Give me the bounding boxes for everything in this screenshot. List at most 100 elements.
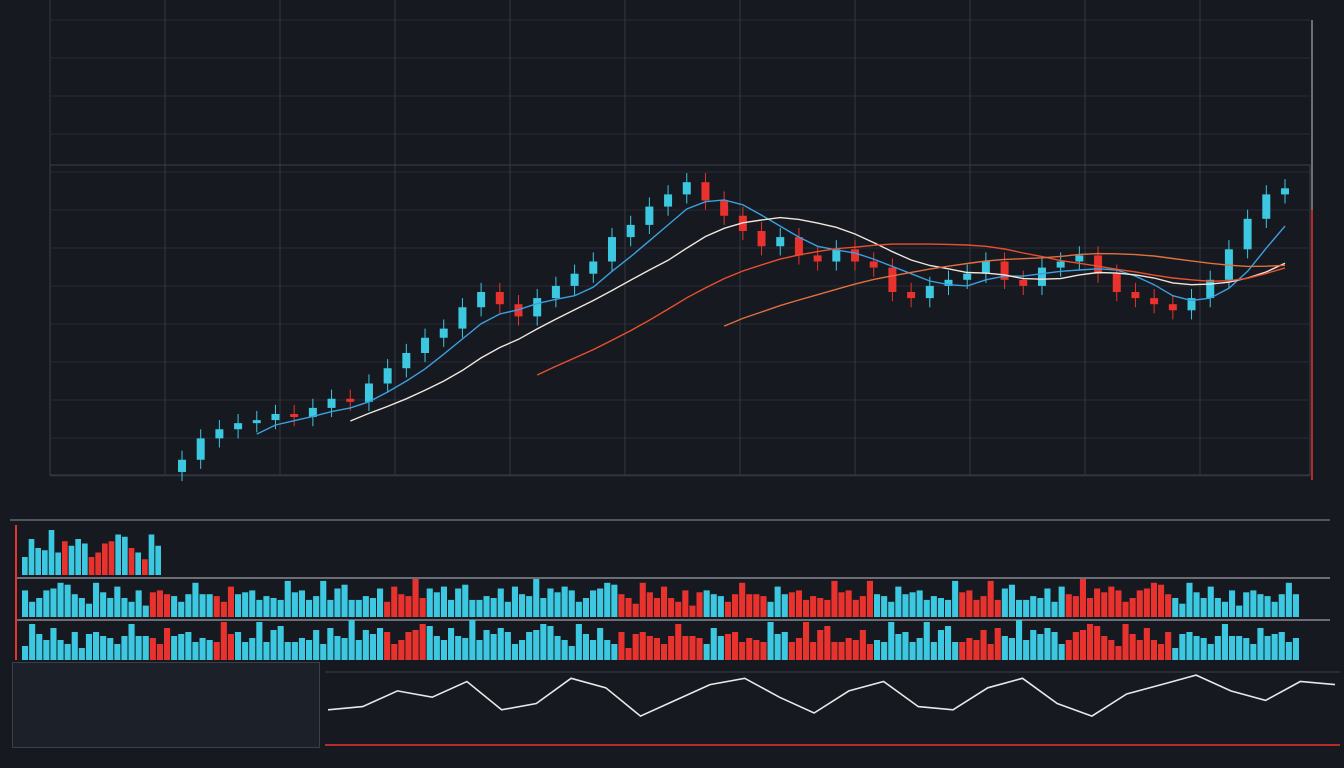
volume-bar [519, 640, 526, 660]
candle-body [234, 423, 243, 430]
volume-bar [1193, 636, 1200, 660]
volume-bar [391, 586, 398, 617]
volume-bar [689, 605, 696, 617]
volume-bar [88, 557, 95, 575]
volume-bar [746, 638, 753, 660]
volume-bar [1236, 636, 1243, 660]
candle-body [178, 459, 186, 472]
volume-bar [220, 622, 227, 660]
volume-bar [504, 632, 511, 660]
volume-bar [1221, 624, 1228, 660]
volume-bar [696, 592, 703, 617]
volume-bar [490, 634, 497, 660]
volume-bar [1285, 582, 1292, 617]
candle-body [607, 237, 616, 262]
volume-bar [142, 559, 148, 575]
volume-bar [1108, 640, 1115, 660]
volume-bar [604, 582, 611, 617]
candle-body [888, 267, 897, 292]
volume-bar [859, 630, 866, 660]
volume-bar [682, 636, 689, 660]
volume-bar [192, 642, 199, 660]
volume-bar [355, 599, 362, 617]
volume-bar [156, 644, 163, 660]
volume-bar [122, 536, 128, 575]
volume-bar [519, 594, 526, 617]
candle-body [981, 261, 990, 274]
volume-bar [810, 596, 817, 617]
volume-bar [831, 580, 838, 617]
volume-bar [355, 640, 362, 660]
volume-bar [845, 638, 852, 660]
volume-bar [1001, 636, 1008, 660]
volume-bar [895, 586, 902, 617]
volume-bar [50, 588, 57, 617]
candle-body [757, 231, 766, 247]
volume-bar [916, 638, 923, 660]
volume-bar [107, 638, 114, 660]
volume-bar [348, 620, 355, 660]
volume-bar [377, 588, 384, 617]
volume-bar [1257, 594, 1264, 617]
volume-bar [1271, 634, 1278, 660]
candle-body [701, 182, 710, 201]
volume-bar [1101, 636, 1108, 660]
volume-bar [902, 594, 909, 617]
candle-body [551, 285, 560, 299]
volume-bar [1079, 630, 1086, 660]
volume-bar [1271, 601, 1278, 617]
volume-bar [980, 630, 987, 660]
volume-bar [490, 598, 497, 617]
volume-bar [149, 638, 156, 660]
volume-bar [923, 599, 930, 617]
volume-bar [469, 620, 476, 660]
volume-bar [171, 596, 178, 617]
volume-bar [1143, 588, 1150, 617]
volume-bar [760, 596, 767, 617]
volume-bar [362, 596, 369, 617]
volume-bar [533, 630, 540, 660]
volume-bar [1058, 644, 1065, 660]
volume-bar [199, 594, 206, 617]
candle-body [570, 273, 579, 286]
candle-body [533, 298, 542, 317]
volume-bar [263, 642, 270, 660]
volume-bar [1285, 642, 1292, 660]
volume-bar [1264, 596, 1271, 617]
volume-bar [590, 590, 597, 617]
volume-bar [419, 624, 426, 660]
volume-bar [1065, 640, 1072, 660]
volume-bar [937, 630, 944, 660]
volume-bar [1200, 638, 1207, 660]
volume-bar [1044, 588, 1051, 617]
volume-bar [405, 632, 412, 660]
volume-bar [1250, 644, 1257, 660]
volume-bar [249, 638, 256, 660]
volume-bar [682, 590, 689, 617]
volume-bar [206, 640, 213, 660]
volume-bar [227, 586, 234, 617]
volume-bar [93, 632, 100, 660]
volume-bar [455, 588, 462, 617]
volume-bar [866, 580, 873, 617]
candle-body [907, 292, 916, 299]
volume-bar [590, 640, 597, 660]
volume-bar [803, 599, 810, 617]
volume-bar [554, 636, 561, 660]
volume-bar [1072, 632, 1079, 660]
volume-bar [618, 594, 625, 617]
candle-body [1206, 279, 1215, 299]
volume-bar [102, 543, 108, 575]
volume-bar [242, 642, 249, 660]
volume-bar [1264, 636, 1271, 660]
volume-bar [930, 642, 937, 660]
volume-bar [732, 594, 739, 617]
candle-body [271, 414, 280, 421]
volume-bar [185, 594, 192, 617]
volume-bar [235, 594, 242, 617]
candle-body [346, 398, 355, 402]
volume-bar [249, 590, 256, 617]
candle-body [421, 337, 430, 353]
volume-bar [93, 582, 100, 617]
volume-bar [55, 552, 61, 575]
